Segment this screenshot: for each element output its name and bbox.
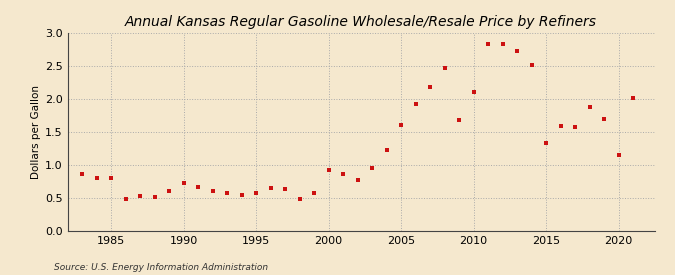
Point bbox=[584, 105, 595, 109]
Point bbox=[497, 41, 508, 46]
Y-axis label: Dollars per Gallon: Dollars per Gallon bbox=[31, 85, 40, 179]
Point bbox=[483, 41, 493, 46]
Point bbox=[599, 117, 610, 121]
Point bbox=[439, 66, 450, 70]
Point bbox=[105, 176, 116, 180]
Point bbox=[294, 197, 305, 202]
Point bbox=[541, 140, 551, 145]
Point bbox=[425, 85, 435, 89]
Point bbox=[367, 166, 377, 170]
Point bbox=[207, 189, 218, 194]
Point bbox=[120, 196, 131, 201]
Point bbox=[555, 124, 566, 128]
Point bbox=[178, 181, 189, 185]
Point bbox=[381, 148, 392, 153]
Point bbox=[279, 187, 290, 192]
Point bbox=[323, 167, 334, 172]
Point bbox=[613, 153, 624, 157]
Point bbox=[250, 191, 261, 196]
Point bbox=[91, 176, 102, 180]
Point bbox=[352, 177, 363, 182]
Point bbox=[236, 192, 247, 197]
Point bbox=[454, 118, 464, 122]
Point bbox=[265, 186, 276, 190]
Point bbox=[192, 185, 203, 190]
Point bbox=[338, 171, 348, 176]
Point bbox=[149, 195, 160, 200]
Point bbox=[468, 90, 479, 95]
Point bbox=[410, 102, 421, 106]
Text: Source: U.S. Energy Information Administration: Source: U.S. Energy Information Administ… bbox=[54, 263, 268, 272]
Point bbox=[221, 191, 232, 196]
Point bbox=[526, 62, 537, 67]
Point bbox=[396, 123, 406, 127]
Point bbox=[308, 191, 319, 196]
Point bbox=[134, 194, 145, 198]
Title: Annual Kansas Regular Gasoline Wholesale/Resale Price by Refiners: Annual Kansas Regular Gasoline Wholesale… bbox=[125, 15, 597, 29]
Point bbox=[163, 189, 174, 194]
Point bbox=[570, 125, 580, 130]
Point bbox=[512, 49, 522, 54]
Point bbox=[628, 95, 639, 100]
Point bbox=[76, 171, 87, 176]
